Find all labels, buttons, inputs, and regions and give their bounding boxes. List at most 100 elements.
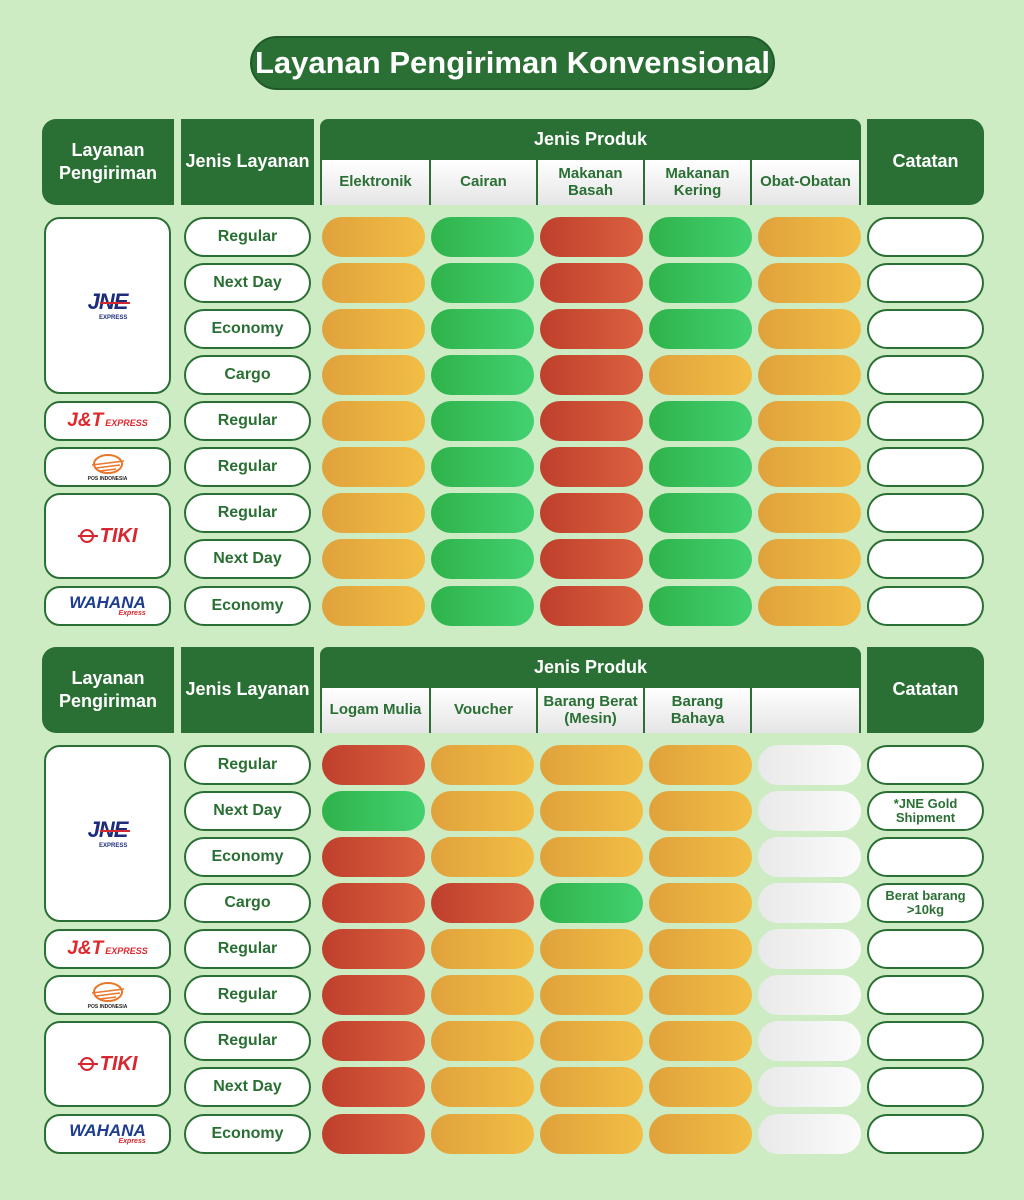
- status-pill-orange: [758, 263, 861, 303]
- tiki-logo: TIKI: [77, 524, 138, 548]
- status-pill-orange: [649, 1114, 752, 1154]
- service-type-label: Next Day: [184, 791, 311, 831]
- status-pill-red: [322, 1067, 425, 1107]
- status-pill-orange: [431, 1021, 534, 1061]
- note-cell: [867, 309, 984, 349]
- status-pill-red: [540, 401, 643, 441]
- header-layanan: Layanan Pengiriman: [42, 119, 174, 205]
- product-header: Barang Bahaya: [645, 688, 750, 733]
- status-pill-orange: [322, 355, 425, 395]
- jt-logo: J&T EXPRESS: [67, 410, 147, 432]
- jne-stripe: [99, 301, 130, 304]
- product-header: Voucher: [431, 688, 536, 733]
- note-cell: [867, 447, 984, 487]
- status-pill-red: [540, 217, 643, 257]
- status-pill-green: [649, 217, 752, 257]
- status-pill-blank: [758, 837, 861, 877]
- status-pill-orange: [540, 837, 643, 877]
- courier-logo-box: TIKI: [44, 493, 171, 579]
- note-cell: [867, 263, 984, 303]
- pos-eagle-icon: [91, 981, 124, 1002]
- status-pill-orange: [758, 586, 861, 626]
- status-pill-green: [431, 586, 534, 626]
- jne-logo: JNE EXPRESS: [88, 818, 130, 849]
- tiki-logo-text: TIKI: [99, 1052, 138, 1075]
- status-pill-green: [431, 355, 534, 395]
- product-header: Obat-Obatan: [752, 160, 859, 205]
- status-pill-orange: [649, 745, 752, 785]
- status-pill-orange: [322, 493, 425, 533]
- note-cell: [867, 929, 984, 969]
- note-cell: Berat barang >10kg: [867, 883, 984, 923]
- service-type-label: Regular: [184, 975, 311, 1015]
- service-type-label: Next Day: [184, 263, 311, 303]
- status-pill-blank: [758, 883, 861, 923]
- wahana-logo: WAHANA Express: [69, 594, 146, 617]
- jt-logo-text: J&T: [67, 938, 104, 959]
- status-pill-green: [649, 263, 752, 303]
- status-pill-green: [431, 447, 534, 487]
- wahana-logo-text: WAHANA: [69, 1121, 146, 1141]
- pos-logo: POS INDONESIA: [86, 453, 130, 482]
- note-cell: *JNE Gold Shipment: [867, 791, 984, 831]
- note-cell: [867, 217, 984, 257]
- status-pill-blank: [758, 929, 861, 969]
- header-jenis-layanan: Jenis Layanan: [181, 647, 314, 733]
- status-pill-green: [649, 447, 752, 487]
- status-pill-green: [431, 309, 534, 349]
- note-cell: [867, 745, 984, 785]
- status-pill-orange: [649, 791, 752, 831]
- page-title: Layanan Pengiriman Konvensional: [250, 36, 775, 90]
- status-pill-orange: [431, 745, 534, 785]
- jt-logo-sub: EXPRESS: [105, 418, 148, 428]
- status-pill-red: [540, 539, 643, 579]
- service-type-label: Regular: [184, 745, 311, 785]
- note-cell: [867, 493, 984, 533]
- status-pill-green: [649, 401, 752, 441]
- note-cell: [867, 837, 984, 877]
- status-pill-orange: [758, 355, 861, 395]
- courier-logo-box: TIKI: [44, 1021, 171, 1107]
- service-type-label: Regular: [184, 493, 311, 533]
- tiki-logo: TIKI: [77, 1052, 138, 1076]
- courier-logo-box: POS INDONESIA: [44, 975, 171, 1015]
- jne-logo-text: JNE: [87, 288, 129, 314]
- status-pill-orange: [431, 1114, 534, 1154]
- status-pill-orange: [540, 791, 643, 831]
- wahana-logo: WAHANA Express: [69, 1121, 146, 1145]
- status-pill-green: [322, 791, 425, 831]
- product-header: [752, 688, 859, 733]
- jt-logo-text: J&T: [67, 410, 104, 431]
- tiki-globe-icon: [77, 529, 98, 543]
- status-pill-red: [322, 1021, 425, 1061]
- status-pill-green: [431, 263, 534, 303]
- service-type-label: Economy: [184, 586, 311, 626]
- status-pill-green: [431, 539, 534, 579]
- product-header: Logam Mulia: [322, 688, 429, 733]
- note-cell: [867, 975, 984, 1015]
- status-pill-red: [540, 586, 643, 626]
- status-pill-orange: [322, 539, 425, 579]
- status-pill-orange: [758, 217, 861, 257]
- status-pill-orange: [758, 539, 861, 579]
- service-type-label: Regular: [184, 1021, 311, 1061]
- product-header: Makanan Basah: [538, 160, 643, 205]
- status-pill-orange: [540, 1021, 643, 1061]
- pos-logo: POS INDONESIA: [86, 981, 130, 1010]
- header-catatan: Catatan: [867, 119, 984, 205]
- note-cell: [867, 1067, 984, 1107]
- status-pill-green: [649, 493, 752, 533]
- courier-logo-box: JNE EXPRESS: [44, 217, 171, 394]
- status-pill-blank: [758, 791, 861, 831]
- jne-logo-sub: EXPRESS: [99, 314, 128, 321]
- status-pill-red: [431, 883, 534, 923]
- note-cell: [867, 355, 984, 395]
- courier-logo-box: POS INDONESIA: [44, 447, 171, 487]
- status-pill-orange: [649, 883, 752, 923]
- status-pill-orange: [649, 1021, 752, 1061]
- service-type-label: Cargo: [184, 355, 311, 395]
- status-pill-red: [322, 745, 425, 785]
- tiki-logo-text: TIKI: [99, 524, 138, 547]
- status-pill-red: [540, 493, 643, 533]
- pos-logo-sub: POS INDONESIA: [87, 1003, 128, 1010]
